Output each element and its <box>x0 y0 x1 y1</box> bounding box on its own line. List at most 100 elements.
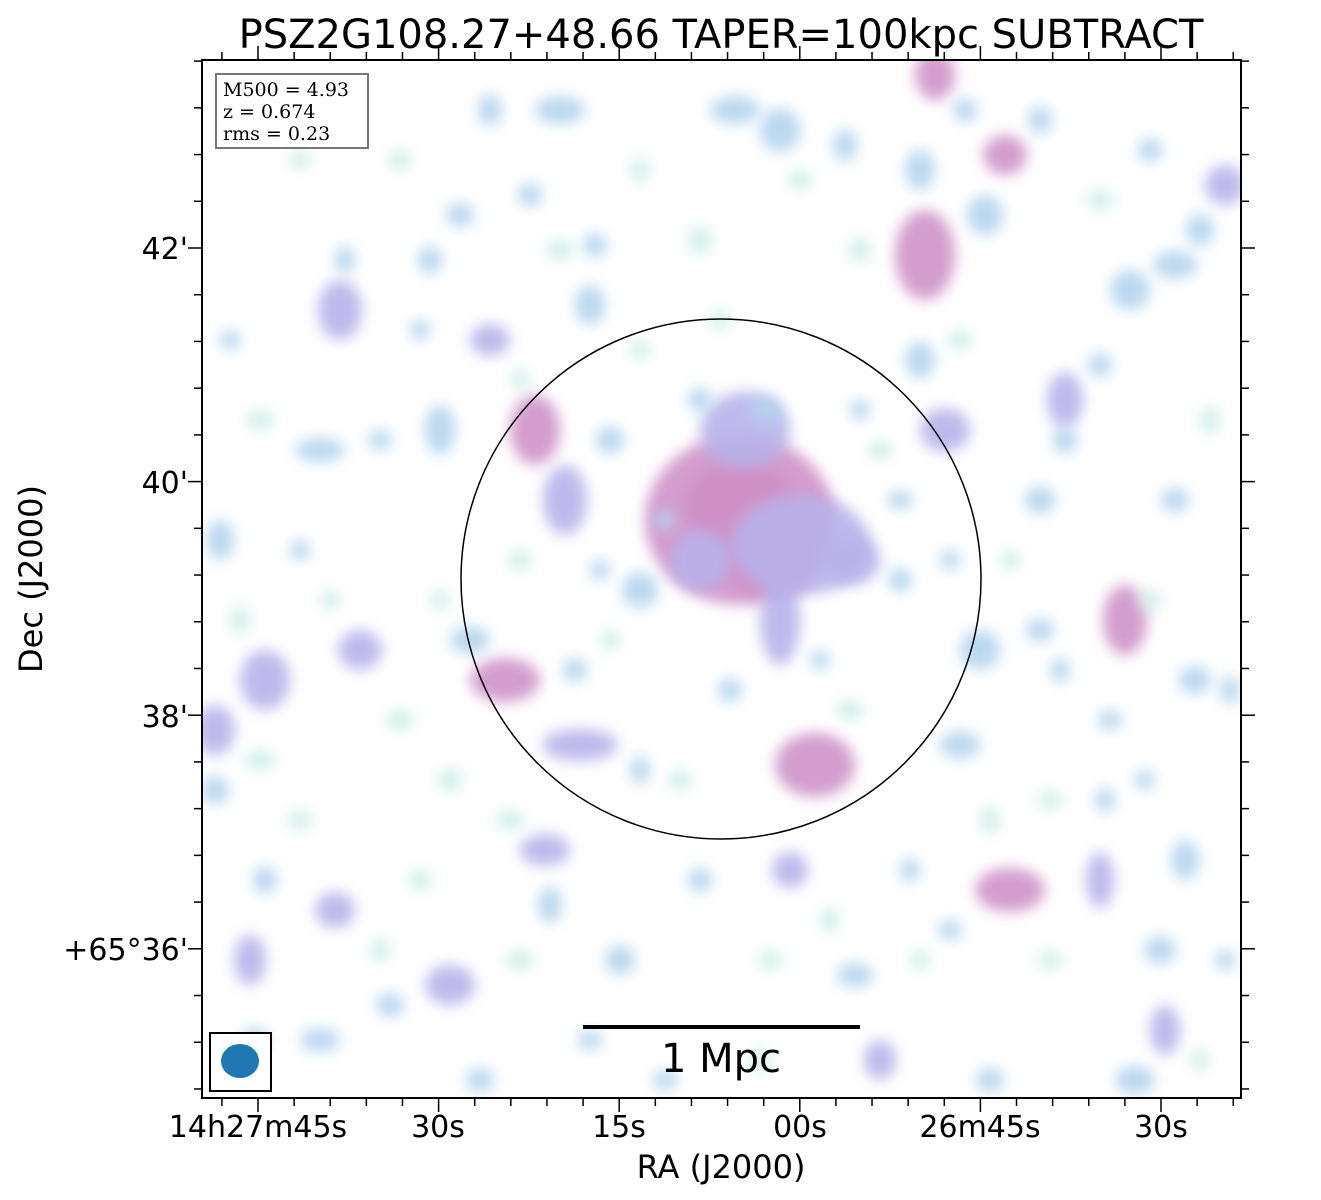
x-axis-label: RA (J2000) <box>637 1148 806 1186</box>
emission-blob <box>948 330 972 350</box>
emission-blob <box>470 658 540 702</box>
emission-blob <box>622 572 658 608</box>
emission-blob <box>1086 852 1114 908</box>
plot-frame <box>201 59 1242 1099</box>
emission-blob <box>1138 138 1162 162</box>
emission-blob <box>290 150 310 170</box>
chart-title: PSZ2G108.27+48.66 TAPER=100kpc SUBTRACT <box>239 12 1204 58</box>
emission-blob <box>410 320 430 340</box>
emission-blob <box>915 60 955 100</box>
emission-blob <box>1038 950 1062 970</box>
emission-blob <box>920 408 970 452</box>
emission-blob <box>538 887 562 923</box>
emission-blob <box>953 98 977 122</box>
emission-blob <box>864 1040 896 1080</box>
emission-blob <box>1050 658 1070 682</box>
emission-blob <box>246 410 274 430</box>
emission-blob <box>688 868 712 892</box>
emission-blob <box>425 405 455 455</box>
y-tick-labels: 42' 40' 38' +65°36' <box>63 232 188 968</box>
emission-blob <box>430 590 450 610</box>
emission-blob <box>315 892 355 928</box>
emission-blob <box>1179 666 1211 694</box>
emission-blob <box>775 733 855 797</box>
emission-blob <box>583 233 607 257</box>
x-tick-labels: 14h27m45s 30s 15s 00s 26m45s 30s <box>169 1110 1188 1145</box>
emission-blob <box>983 135 1027 175</box>
emission-blob <box>510 395 560 465</box>
emission-blob <box>772 852 808 888</box>
emission-blob <box>1026 618 1054 642</box>
emission-blob <box>202 705 235 755</box>
emission-blob <box>1215 950 1235 970</box>
emission-blob <box>1220 676 1240 704</box>
emission-blob <box>1138 590 1162 610</box>
emission-blob <box>388 150 412 170</box>
scale-bar: 1 Mpc <box>583 1025 860 1082</box>
emission-blob <box>288 810 312 830</box>
emission-blob <box>630 158 650 182</box>
emission-blob <box>520 834 570 866</box>
emission-blob <box>596 426 624 454</box>
emission-blob <box>438 768 462 792</box>
emission-blob <box>938 920 962 940</box>
emission-blob <box>450 626 490 654</box>
emission-blob <box>590 560 610 580</box>
emission-blob <box>202 776 229 804</box>
emission-blob <box>1171 840 1199 880</box>
x-tick-label: 00s <box>773 1110 827 1145</box>
emission-blob <box>605 945 635 975</box>
emission-blob <box>535 96 585 124</box>
info-m500: M500 = 4.93 <box>223 79 349 101</box>
emission-blob <box>868 440 892 460</box>
emission-blob <box>496 810 524 830</box>
emission-blob <box>1110 270 1150 310</box>
axis-ticks <box>188 46 1255 1112</box>
emission-blob <box>206 520 234 560</box>
emission-blob <box>1190 1050 1210 1070</box>
emission-blob <box>653 1070 677 1090</box>
y-tick-label: 38' <box>142 700 188 735</box>
emission-blob <box>508 550 532 570</box>
emission-blob <box>546 240 574 260</box>
scale-bar-label: 1 Mpc <box>661 1036 781 1082</box>
emission-blob <box>230 606 250 634</box>
info-box: M500 = 4.93 z = 0.674 rms = 0.23 <box>215 73 369 149</box>
emission-blob <box>542 729 618 761</box>
emission-blob <box>575 285 605 325</box>
emission-blob <box>967 195 1003 235</box>
emission-blob <box>976 1068 1004 1092</box>
emission-blob <box>836 700 864 720</box>
emission-blob <box>848 238 872 262</box>
emission-blob <box>655 510 675 530</box>
emission-blob <box>820 535 880 585</box>
emission-blob <box>1025 486 1055 514</box>
emission-blob <box>788 170 812 190</box>
emission-blob <box>290 540 310 560</box>
emission-blob <box>418 246 442 274</box>
emission-blob <box>710 310 730 330</box>
emission-blob <box>408 870 432 890</box>
emission-blob <box>335 246 355 274</box>
emission-blob <box>318 280 362 340</box>
emission-blob <box>980 806 1000 834</box>
emission-blob <box>1098 710 1122 730</box>
y-tick-label: 40' <box>142 466 188 501</box>
emission-blob <box>688 226 712 254</box>
emission-blob <box>837 963 873 987</box>
emission-blob <box>850 400 870 420</box>
emission-blob <box>543 465 587 535</box>
info-z: z = 0.674 <box>223 101 315 123</box>
emission-blob <box>820 908 840 932</box>
emission-blob <box>630 756 650 784</box>
emission-blob <box>518 183 542 207</box>
emission-blob <box>446 203 474 227</box>
x-tick-label: 14h27m45s <box>169 1110 347 1145</box>
emission-blob <box>905 342 935 378</box>
emission-blob <box>1000 550 1020 570</box>
emission-blob <box>578 1030 602 1050</box>
info-box-frame <box>215 73 369 149</box>
emission-blob <box>1150 1005 1180 1055</box>
x-tick-label: 26m45s <box>919 1110 1040 1145</box>
emission-blob <box>600 630 620 650</box>
